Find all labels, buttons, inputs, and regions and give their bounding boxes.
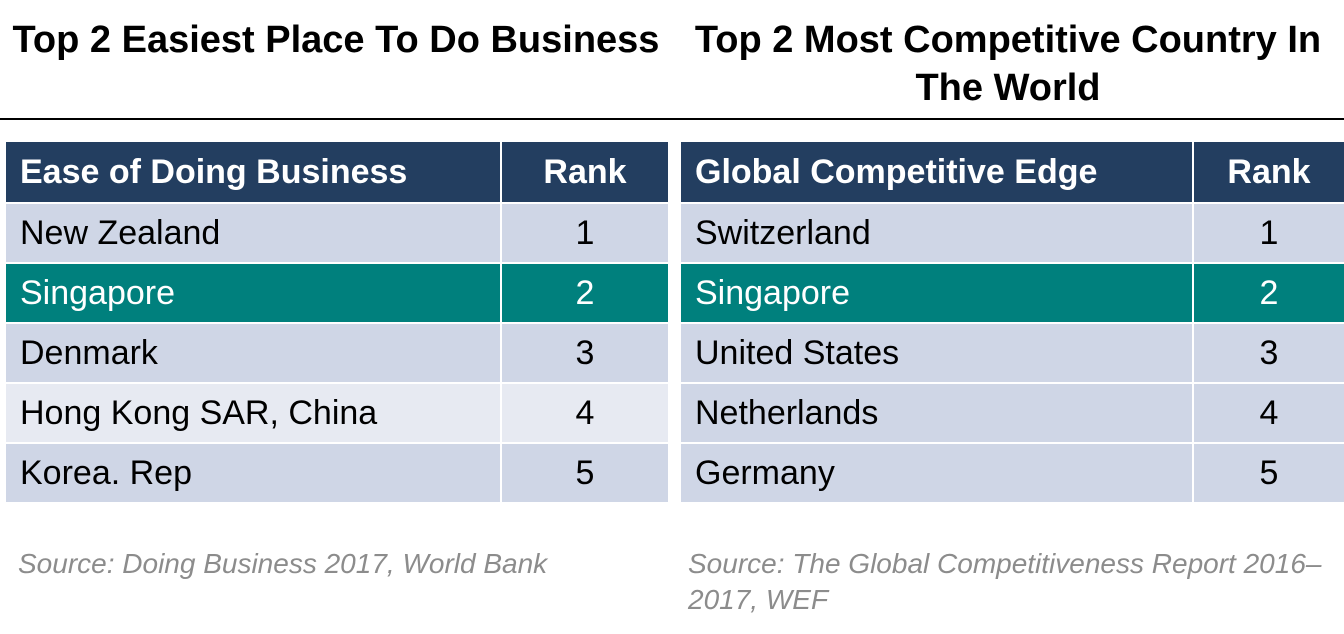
table-header-row: Ease of Doing Business Rank xyxy=(4,140,670,204)
table-row: New Zealand 1 xyxy=(4,202,670,264)
rank-cell: 5 xyxy=(1192,442,1344,504)
rank-cell: 5 xyxy=(500,442,670,504)
right-source-note: Source: The Global Competitiveness Repor… xyxy=(688,548,1322,615)
rank-cell: 4 xyxy=(1192,382,1344,444)
rank-cell: 3 xyxy=(1192,322,1344,384)
country-cell: Netherlands xyxy=(679,382,1194,444)
table-row-highlighted: Singapore 2 xyxy=(4,262,670,324)
country-cell: Switzerland xyxy=(679,202,1194,264)
table-row: Korea. Rep 5 xyxy=(4,442,670,504)
right-title: Top 2 Most Competitive Country In The Wo… xyxy=(694,19,1322,109)
ease-of-business-table: Ease of Doing Business Rank New Zealand … xyxy=(4,140,670,504)
table-row: United States 3 xyxy=(679,322,1344,384)
table-row: Hong Kong SAR, China 4 xyxy=(4,382,670,444)
table-header-row: Global Competitive Edge Rank xyxy=(679,140,1344,204)
country-cell: Singapore xyxy=(679,262,1194,324)
title-divider xyxy=(0,118,1344,120)
rank-cell: 3 xyxy=(500,322,670,384)
country-cell: Germany xyxy=(679,442,1194,504)
country-cell: Denmark xyxy=(4,322,502,384)
table-row: Switzerland 1 xyxy=(679,202,1344,264)
rank-cell: 1 xyxy=(500,202,670,264)
country-cell: Hong Kong SAR, China xyxy=(4,382,502,444)
country-cell: United States xyxy=(679,322,1194,384)
competitive-edge-table: Global Competitive Edge Rank Switzerland… xyxy=(679,140,1344,504)
column-header-rank: Rank xyxy=(500,140,670,204)
column-header-name: Ease of Doing Business xyxy=(4,140,502,204)
country-cell: Singapore xyxy=(4,262,502,324)
column-header-name: Global Competitive Edge xyxy=(679,140,1194,204)
left-title: Top 2 Easiest Place To Do Business xyxy=(12,19,660,61)
table-row-highlighted: Singapore 2 xyxy=(679,262,1344,324)
left-source-note: Source: Doing Business 2017, World Bank xyxy=(18,548,548,579)
rank-cell: 2 xyxy=(500,262,670,324)
rank-cell: 4 xyxy=(500,382,670,444)
country-cell: New Zealand xyxy=(4,202,502,264)
rank-cell: 1 xyxy=(1192,202,1344,264)
column-header-rank: Rank xyxy=(1192,140,1344,204)
country-cell: Korea. Rep xyxy=(4,442,502,504)
table-row: Denmark 3 xyxy=(4,322,670,384)
table-row: Netherlands 4 xyxy=(679,382,1344,444)
table-row: Germany 5 xyxy=(679,442,1344,504)
rank-cell: 2 xyxy=(1192,262,1344,324)
